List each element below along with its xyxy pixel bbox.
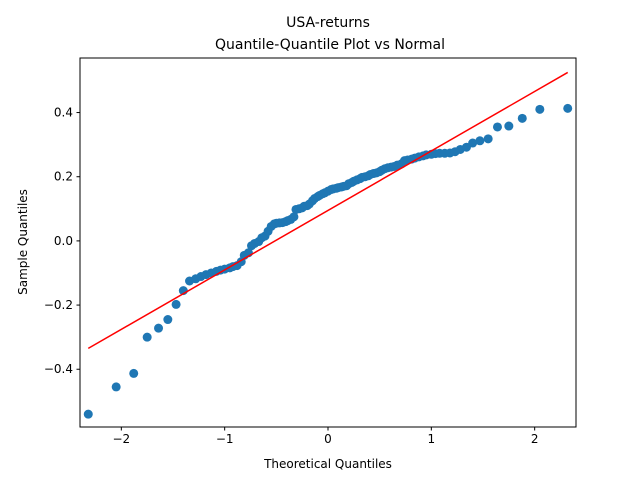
x-tick-label: −2 — [112, 432, 130, 446]
y-tick-label: −0.2 — [44, 298, 73, 312]
y-tick-label: −0.4 — [44, 362, 73, 376]
y-tick-label: 0.4 — [54, 106, 73, 120]
chart-subtitle: Quantile-Quantile Plot vs Normal — [215, 37, 445, 53]
qq-point — [171, 299, 181, 309]
qq-point — [154, 323, 164, 333]
x-tick-label: 1 — [428, 432, 436, 446]
qq-point — [142, 332, 152, 342]
y-axis: −0.4 −0.2 0.0 0.2 0.4 — [44, 106, 80, 376]
y-tick-label: 0.0 — [54, 234, 73, 248]
qq-point — [535, 104, 545, 114]
qq-point — [468, 138, 478, 148]
qq-point — [517, 113, 527, 123]
x-axis: −2 −1 0 1 2 — [112, 427, 538, 446]
chart-title: USA-returns — [286, 15, 370, 31]
qq-point — [492, 122, 502, 132]
y-axis-label: Sample Quantiles — [16, 189, 30, 295]
plot-area — [83, 71, 573, 419]
qq-point — [475, 136, 485, 146]
qq-point — [83, 409, 93, 419]
qq-point — [111, 382, 121, 392]
qq-point — [289, 212, 299, 222]
reference-line — [87, 71, 569, 350]
qq-point — [163, 315, 173, 325]
qq-point — [129, 368, 139, 378]
y-tick-label: 0.2 — [54, 170, 73, 184]
qq-point — [504, 121, 514, 131]
x-axis-label: Theoretical Quantiles — [263, 457, 392, 471]
qq-point — [563, 103, 573, 113]
x-tick-label: 0 — [324, 432, 332, 446]
x-tick-label: 2 — [531, 432, 539, 446]
x-tick-label: −1 — [216, 432, 234, 446]
qq-point — [483, 134, 493, 144]
